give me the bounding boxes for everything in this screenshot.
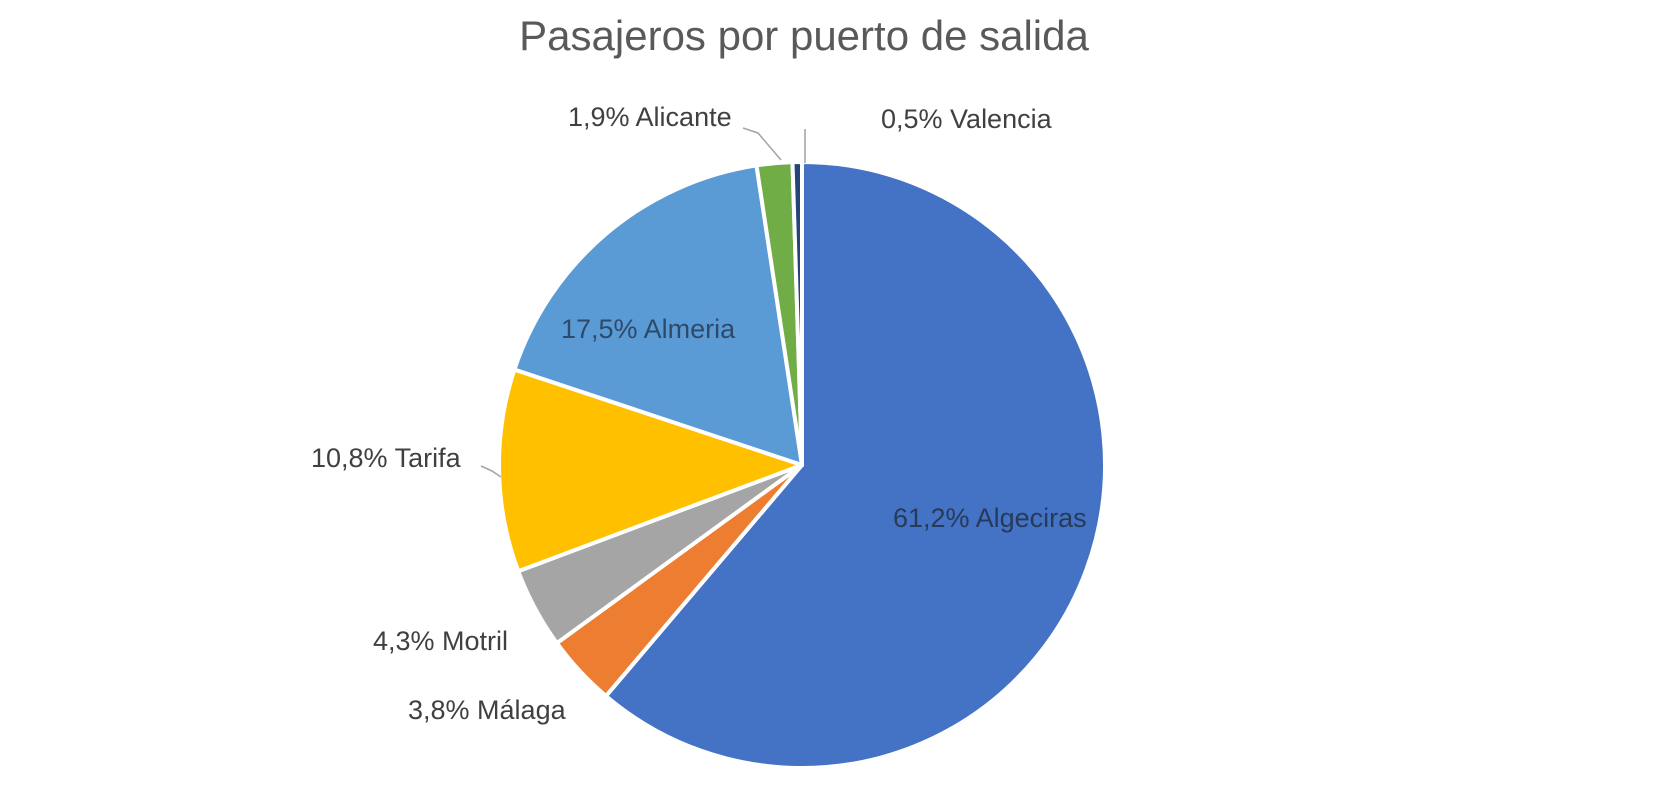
leader-line-alicante bbox=[742, 127, 782, 161]
pie-slice-almeria[interactable] bbox=[512, 163, 804, 467]
slice-label-motril: 4,3% Motril bbox=[373, 626, 509, 656]
leader-line-tarifa bbox=[480, 465, 502, 478]
pie-slice-algeciras[interactable] bbox=[603, 160, 1107, 770]
slice-label-algeciras: 61,2% Algeciras bbox=[893, 503, 1087, 533]
slice-label-tarifa: 10,8% Tarifa bbox=[311, 443, 461, 473]
pie-slice-tarifa[interactable] bbox=[497, 367, 804, 574]
slice-label-almeria: 17,5% Almeria bbox=[561, 314, 736, 344]
chart-title: Pasajeros por puerto de salida bbox=[519, 12, 1089, 59]
slice-label-malaga: 3,8% Málaga bbox=[408, 695, 566, 725]
slice-label-alicante: 1,9% Alicante bbox=[568, 102, 732, 132]
slice-label-valencia: 0,5% Valencia bbox=[881, 104, 1052, 134]
pie-slice-valencia[interactable] bbox=[790, 160, 804, 467]
